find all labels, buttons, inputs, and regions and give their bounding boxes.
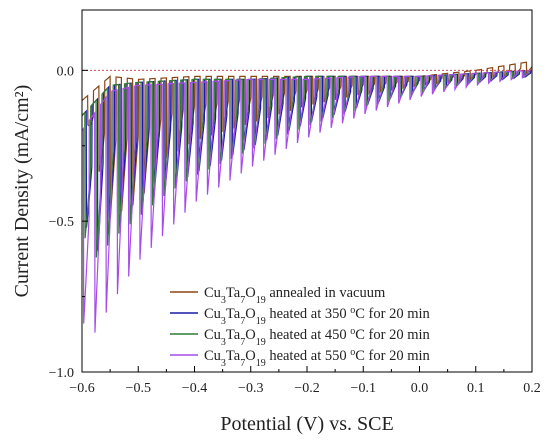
- plot-series-group: [81, 61, 533, 333]
- x-tick-label: −0.2: [294, 381, 319, 396]
- legend-label-4: Cu3Ta7O19 heated at 550 oC for 20 min: [204, 347, 431, 369]
- legend-label-1: Cu3Ta7O19 annealed in vacuum: [204, 285, 386, 306]
- legend-label-3: Cu3Ta7O19 heated at 450 oC for 20 min: [204, 326, 431, 348]
- y-axis-title: Current Density (mA/cm²): [11, 85, 33, 298]
- x-tick-label: −0.6: [69, 381, 94, 396]
- x-tick-label: −0.4: [182, 381, 207, 396]
- x-tick-label: −0.3: [238, 381, 263, 396]
- y-tick-label: −0.5: [49, 215, 74, 230]
- x-axis-title: Potential (V) vs. SCE: [220, 413, 393, 435]
- y-axis: −1.0 −0.5 0.0: [49, 64, 88, 381]
- x-tick-label: 0.0: [411, 381, 429, 396]
- x-tick-label: −0.5: [126, 381, 151, 396]
- x-tick-label: 0.2: [523, 381, 541, 396]
- y-tick-label: 0.0: [57, 64, 75, 79]
- legend-label-2: Cu3Ta7O19 heated at 350 oC for 20 min: [204, 305, 431, 327]
- y-tick-label: −1.0: [49, 366, 74, 381]
- x-axis: −0.6 −0.5 −0.4 −0.3 −0.2 −0.1 0.0 0.1 0.2: [69, 366, 541, 396]
- series-line-4: [81, 69, 533, 333]
- x-tick-label: 0.1: [467, 381, 485, 396]
- x-tick-label: −0.1: [351, 381, 376, 396]
